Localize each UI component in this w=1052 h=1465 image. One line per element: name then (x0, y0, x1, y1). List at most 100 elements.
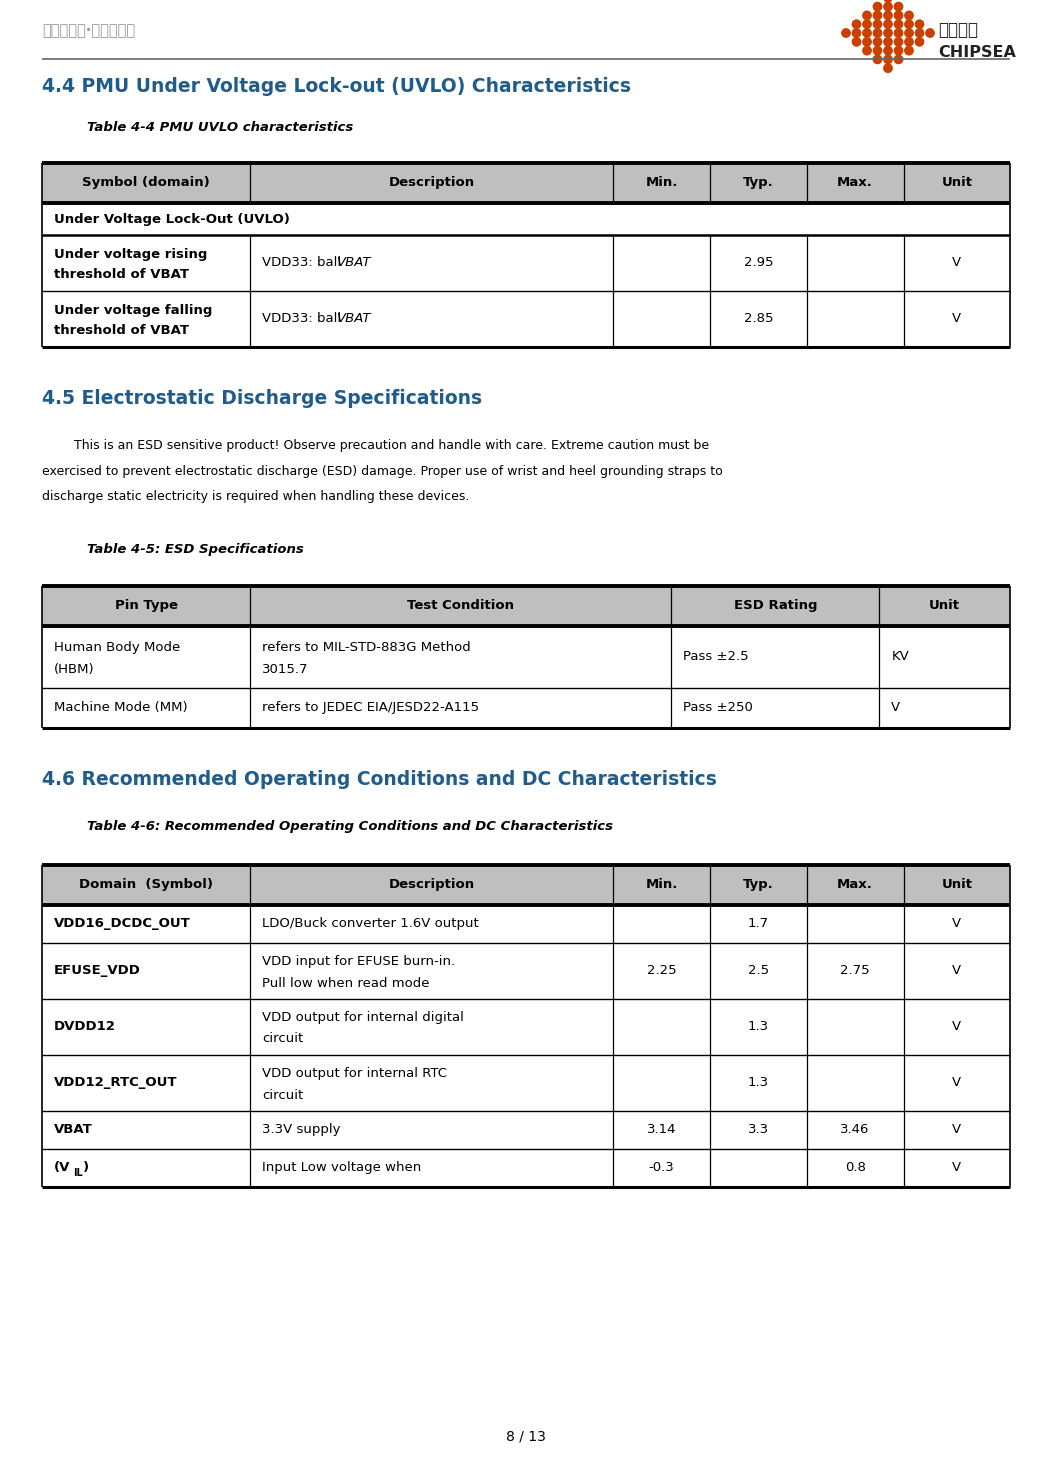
Text: V: V (952, 1075, 962, 1088)
Text: (HBM): (HBM) (54, 662, 95, 675)
Circle shape (926, 29, 934, 37)
Bar (42, 1149, 1010, 1187)
Text: V: V (952, 1160, 962, 1173)
Text: 1.3: 1.3 (748, 1020, 769, 1033)
Circle shape (842, 29, 850, 37)
Text: Under Voltage Lock-Out (UVLO): Under Voltage Lock-Out (UVLO) (54, 212, 290, 226)
Text: Description: Description (388, 176, 474, 189)
Bar (42, 904, 1010, 942)
Text: 2.75: 2.75 (841, 964, 870, 977)
Text: DVDD12: DVDD12 (54, 1020, 116, 1033)
Text: Under voltage falling: Under voltage falling (54, 305, 213, 316)
Circle shape (863, 21, 871, 28)
Bar (42, 626, 1010, 687)
Circle shape (884, 29, 892, 37)
Text: circuit: circuit (262, 1088, 303, 1102)
Text: refers to JEDEC EIA/JESD22-A115: refers to JEDEC EIA/JESD22-A115 (262, 700, 480, 713)
Circle shape (884, 21, 892, 28)
Text: Table 4-5: ESD Specifications: Table 4-5: ESD Specifications (87, 544, 304, 557)
Text: Table 4-4 PMU UVLO characteristics: Table 4-4 PMU UVLO characteristics (87, 122, 353, 133)
Text: Symbol (domain): Symbol (domain) (82, 176, 210, 189)
Circle shape (863, 12, 871, 19)
Circle shape (894, 3, 903, 10)
Circle shape (863, 47, 871, 54)
Text: Domain  (Symbol): Domain (Symbol) (79, 878, 214, 891)
Text: Test Condition: Test Condition (407, 599, 514, 612)
Bar (42, 942, 1010, 999)
Text: 芯海科技: 芯海科技 (938, 21, 978, 40)
Circle shape (905, 38, 913, 45)
Bar (42, 864, 1010, 904)
Circle shape (915, 38, 924, 45)
Text: Unit: Unit (929, 599, 960, 612)
Circle shape (852, 38, 861, 45)
Text: Input Low voltage when: Input Low voltage when (262, 1160, 422, 1173)
Text: 1.3: 1.3 (748, 1075, 769, 1088)
Circle shape (894, 12, 903, 19)
Text: VDD33: ball: VDD33: ball (262, 256, 345, 270)
Text: V: V (952, 1124, 962, 1135)
Text: 2.25: 2.25 (647, 964, 676, 977)
Circle shape (915, 21, 924, 28)
Text: discharge static electricity is required when handling these devices.: discharge static electricity is required… (42, 489, 469, 502)
Circle shape (873, 38, 882, 45)
Text: Unit: Unit (942, 176, 972, 189)
Text: ESD Rating: ESD Rating (733, 599, 817, 612)
Circle shape (905, 47, 913, 54)
Text: 2.85: 2.85 (744, 312, 773, 325)
Text: VBAT: VBAT (54, 1124, 93, 1135)
Text: Max.: Max. (837, 176, 873, 189)
Circle shape (884, 0, 892, 1)
Text: circuit: circuit (262, 1033, 303, 1046)
Text: Unit: Unit (942, 878, 972, 891)
Circle shape (894, 56, 903, 63)
Text: (V: (V (54, 1160, 70, 1173)
Text: VBAT: VBAT (337, 312, 371, 325)
Circle shape (894, 29, 903, 37)
Bar (42, 292, 1010, 347)
Bar (42, 999, 1010, 1055)
Circle shape (873, 29, 882, 37)
Circle shape (852, 21, 861, 28)
Text: refers to MIL-STD-883G Method: refers to MIL-STD-883G Method (262, 640, 471, 653)
Text: Machine Mode (MM): Machine Mode (MM) (54, 700, 187, 713)
Text: V: V (952, 964, 962, 977)
Circle shape (905, 12, 913, 19)
Circle shape (894, 38, 903, 45)
Text: Min.: Min. (645, 878, 677, 891)
Bar (42, 687, 1010, 728)
Text: 3.3: 3.3 (748, 1124, 769, 1135)
Text: Pull low when read mode: Pull low when read mode (262, 977, 429, 989)
Circle shape (873, 21, 882, 28)
Text: 8 / 13: 8 / 13 (506, 1430, 546, 1444)
Text: CHIPSEA: CHIPSEA (938, 45, 1016, 60)
Circle shape (894, 21, 903, 28)
Text: IL: IL (73, 1168, 83, 1178)
Text: 3.3V supply: 3.3V supply (262, 1124, 341, 1135)
Circle shape (863, 29, 871, 37)
Text: V: V (952, 312, 962, 325)
Text: VDD12_RTC_OUT: VDD12_RTC_OUT (54, 1075, 178, 1088)
Circle shape (905, 21, 913, 28)
Text: -0.3: -0.3 (649, 1160, 674, 1173)
Text: exercised to prevent electrostatic discharge (ESD) damage. Proper use of wrist a: exercised to prevent electrostatic disch… (42, 464, 723, 478)
Text: 3.46: 3.46 (841, 1124, 870, 1135)
Text: Typ.: Typ. (743, 878, 773, 891)
Text: This is an ESD sensitive product! Observe precaution and handle with care. Extre: This is an ESD sensitive product! Observ… (42, 440, 709, 453)
Text: threshold of VBAT: threshold of VBAT (54, 268, 189, 281)
Text: VDD33: ball: VDD33: ball (262, 312, 345, 325)
Circle shape (873, 12, 882, 19)
Circle shape (884, 56, 892, 63)
Text: VBAT: VBAT (337, 256, 371, 270)
Text: Max.: Max. (837, 878, 873, 891)
Text: VDD output for internal RTC: VDD output for internal RTC (262, 1067, 447, 1080)
Text: Min.: Min. (645, 176, 677, 189)
Circle shape (873, 47, 882, 54)
Circle shape (873, 3, 882, 10)
Text: 4.6 Recommended Operating Conditions and DC Characteristics: 4.6 Recommended Operating Conditions and… (42, 769, 716, 788)
Bar (42, 1055, 1010, 1110)
Text: 3015.7: 3015.7 (262, 662, 308, 675)
Circle shape (915, 29, 924, 37)
Text: ): ) (83, 1160, 89, 1173)
Text: Typ.: Typ. (743, 176, 773, 189)
